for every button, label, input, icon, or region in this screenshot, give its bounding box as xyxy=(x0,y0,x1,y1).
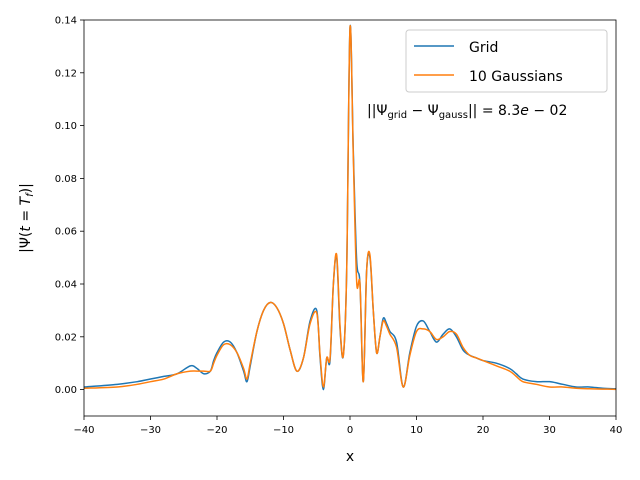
series-layer xyxy=(83,24,617,391)
x-tick-label: 10 xyxy=(410,425,423,436)
legend: Grid 10 Gaussians xyxy=(405,29,608,93)
y-tick-label: 0.10 xyxy=(55,121,77,132)
x-tick-label: −30 xyxy=(140,425,161,436)
y-tick-label: 0.02 xyxy=(55,332,77,343)
x-tick-label: 20 xyxy=(477,425,490,436)
axes-layer: −40 −30 −20 −10 0 10 20 30 40 0.00 0.02 0.04 0.06 0.0… xyxy=(55,16,623,437)
legend-box xyxy=(405,29,608,93)
y-tick-label: 0.14 xyxy=(55,16,77,27)
plot-frame xyxy=(83,19,617,417)
x-tick-label: −40 xyxy=(73,425,94,436)
x-axis-label: x xyxy=(346,449,354,465)
y-tick-label: 0.04 xyxy=(55,280,77,291)
x-tick-label: 30 xyxy=(543,425,556,436)
legend-label-grid: Grid xyxy=(469,40,498,56)
y-tick-label: 0.08 xyxy=(55,174,77,185)
y-tick-label: 0.00 xyxy=(55,385,77,396)
legend-label-gaussians: 10 Gaussians xyxy=(469,69,563,85)
x-tick-label: −10 xyxy=(273,425,294,436)
x-tick-label: 40 xyxy=(610,425,623,436)
x-tick-label: −20 xyxy=(206,425,227,436)
y-axis-label: |Ψ(t = Tf)| xyxy=(18,183,36,253)
y-tick-label: 0.06 xyxy=(55,227,77,238)
y-tick-label: 0.12 xyxy=(55,68,77,79)
series-line-gaussians xyxy=(83,24,617,391)
x-tick-label: 0 xyxy=(347,425,353,436)
norm-annotation: ||Ψgrid − Ψgauss|| = 8.3e − 02 xyxy=(367,103,567,121)
